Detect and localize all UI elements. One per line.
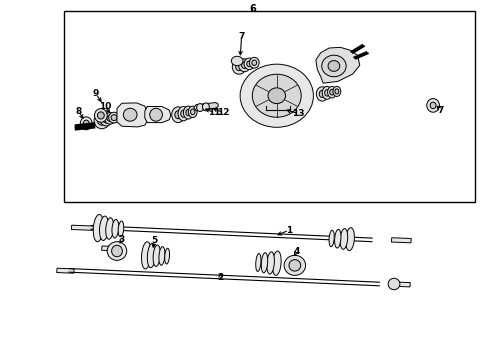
Ellipse shape xyxy=(388,278,400,290)
Ellipse shape xyxy=(430,102,436,109)
Text: 8: 8 xyxy=(76,107,82,116)
Ellipse shape xyxy=(284,255,306,275)
Ellipse shape xyxy=(104,113,116,124)
Ellipse shape xyxy=(186,109,191,116)
Ellipse shape xyxy=(183,106,193,119)
Ellipse shape xyxy=(239,59,250,72)
Ellipse shape xyxy=(150,108,162,121)
Ellipse shape xyxy=(242,62,247,68)
Ellipse shape xyxy=(99,216,109,240)
Polygon shape xyxy=(392,238,411,243)
Ellipse shape xyxy=(249,57,259,68)
Ellipse shape xyxy=(246,61,252,67)
Ellipse shape xyxy=(112,245,122,257)
Ellipse shape xyxy=(175,111,181,119)
Ellipse shape xyxy=(252,60,257,66)
Ellipse shape xyxy=(196,104,203,112)
Ellipse shape xyxy=(188,106,197,118)
Ellipse shape xyxy=(240,64,314,127)
Ellipse shape xyxy=(329,230,334,247)
Ellipse shape xyxy=(106,218,114,239)
Ellipse shape xyxy=(427,99,440,112)
Ellipse shape xyxy=(319,90,325,98)
Ellipse shape xyxy=(191,109,195,115)
Ellipse shape xyxy=(317,87,328,101)
Ellipse shape xyxy=(289,260,301,271)
Ellipse shape xyxy=(100,113,113,126)
Polygon shape xyxy=(72,225,95,230)
Ellipse shape xyxy=(322,55,346,77)
Ellipse shape xyxy=(202,103,209,111)
Text: 7: 7 xyxy=(437,105,443,114)
Ellipse shape xyxy=(256,253,261,271)
Text: 9: 9 xyxy=(93,89,99,98)
Ellipse shape xyxy=(172,107,184,123)
Bar xyxy=(64,12,475,202)
Polygon shape xyxy=(194,103,218,111)
Ellipse shape xyxy=(267,252,274,274)
Text: 11: 11 xyxy=(208,108,220,117)
Ellipse shape xyxy=(95,109,107,122)
Ellipse shape xyxy=(107,115,113,121)
Ellipse shape xyxy=(123,108,137,121)
Ellipse shape xyxy=(333,86,341,96)
Text: 4: 4 xyxy=(293,247,299,256)
Ellipse shape xyxy=(181,110,186,117)
Ellipse shape xyxy=(98,112,104,119)
Ellipse shape xyxy=(325,90,330,96)
Ellipse shape xyxy=(335,89,339,94)
Ellipse shape xyxy=(80,117,92,130)
Polygon shape xyxy=(57,268,74,273)
Text: 7: 7 xyxy=(239,32,245,41)
Ellipse shape xyxy=(232,60,246,74)
Text: 1: 1 xyxy=(286,226,292,235)
Text: 12: 12 xyxy=(217,108,229,117)
Ellipse shape xyxy=(98,117,106,125)
Text: 3: 3 xyxy=(119,235,125,244)
Ellipse shape xyxy=(268,88,286,104)
Polygon shape xyxy=(316,47,360,83)
Ellipse shape xyxy=(231,56,243,66)
Ellipse shape xyxy=(165,248,170,264)
Ellipse shape xyxy=(178,107,189,121)
Polygon shape xyxy=(392,282,410,287)
Ellipse shape xyxy=(103,116,110,123)
Text: 2: 2 xyxy=(218,273,224,282)
Ellipse shape xyxy=(236,63,243,71)
Polygon shape xyxy=(117,103,147,127)
Ellipse shape xyxy=(112,219,119,238)
Ellipse shape xyxy=(93,215,103,242)
Ellipse shape xyxy=(328,60,340,71)
Ellipse shape xyxy=(340,229,348,249)
Ellipse shape xyxy=(335,229,341,248)
Ellipse shape xyxy=(261,253,268,273)
Ellipse shape xyxy=(118,221,124,237)
Ellipse shape xyxy=(345,228,354,251)
Ellipse shape xyxy=(328,86,336,98)
Text: 6: 6 xyxy=(249,4,256,14)
Ellipse shape xyxy=(111,114,117,121)
Ellipse shape xyxy=(94,113,110,129)
Ellipse shape xyxy=(252,74,301,117)
Ellipse shape xyxy=(322,86,332,99)
Ellipse shape xyxy=(153,245,160,266)
Ellipse shape xyxy=(107,242,127,260)
Ellipse shape xyxy=(272,251,281,275)
Polygon shape xyxy=(102,246,124,251)
Ellipse shape xyxy=(330,89,334,95)
Text: 13: 13 xyxy=(293,109,305,118)
Ellipse shape xyxy=(244,58,255,69)
Ellipse shape xyxy=(142,242,151,269)
Text: 10: 10 xyxy=(98,102,111,111)
Ellipse shape xyxy=(83,120,89,127)
Polygon shape xyxy=(145,107,171,123)
Ellipse shape xyxy=(147,243,156,268)
Text: 5: 5 xyxy=(151,237,158,246)
Ellipse shape xyxy=(109,112,120,123)
Ellipse shape xyxy=(159,247,165,265)
